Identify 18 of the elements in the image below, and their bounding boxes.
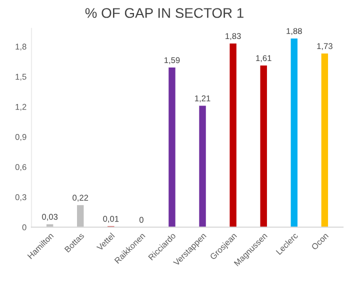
y-tick-label: 0	[22, 224, 26, 230]
data-label: 1,59	[164, 57, 180, 64]
data-label: 1,83	[226, 33, 241, 40]
data-label: 1,61	[256, 55, 272, 62]
data-label: 1,73	[317, 43, 332, 50]
data-label: 0,03	[42, 214, 58, 221]
chart-title: % OF GAP IN SECTOR 1	[85, 8, 244, 18]
y-tick-label: 1,5	[16, 74, 26, 81]
y-tick-label: 0,9	[15, 134, 26, 141]
y-tick-label: 1,2	[16, 104, 26, 111]
data-label: 1,88	[286, 28, 302, 35]
data-label: 0	[139, 216, 144, 223]
data-label: 0,01	[103, 216, 119, 223]
y-tick-label: 1,8	[16, 44, 26, 51]
y-tick-label: 0,6	[15, 164, 26, 172]
data-label: 0,22	[72, 194, 88, 202]
y-tick-label: 0,3	[15, 194, 26, 202]
data-label: 1,21	[195, 95, 210, 102]
